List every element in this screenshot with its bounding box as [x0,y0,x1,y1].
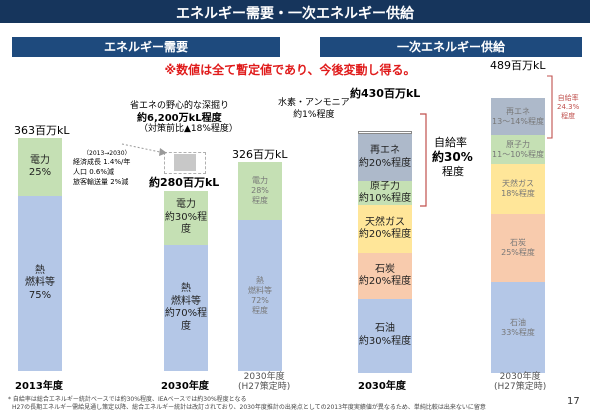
bar-segment-electricity: 電力 25% [18,138,62,197]
bar-segment-coal: 石炭 25%程度 [491,213,545,283]
total-label: 326百万kL [232,148,288,161]
bar-segment-oil: 石油 約30%程度 [358,298,412,373]
self-sufficiency-label: 自給率 [434,136,467,149]
self-sufficiency-h27: 自給率 24.3% 程度 [557,94,580,120]
total-label: 489百万kL [490,59,546,72]
self-sufficiency-suffix: 程度 [442,165,464,178]
savings-title: 省エネの野心的な深掘り [130,101,230,111]
category-label: 2030年度 (H27策定時) [494,372,547,392]
category-label: 2030年度 [358,381,406,392]
header-bar: エネルギー需要・一次エネルギー供給 [0,0,590,23]
category-label: 2030年度 [161,381,209,392]
total-label: 363百万kL [14,124,70,137]
savings-arrow [121,143,167,156]
bar-segment-hydrogen-ammonia [358,131,412,134]
total-label: 約280百万kL [149,176,220,189]
growth-period: （2013→2030） [83,150,131,157]
bar-segment-heat-fuel: 熱 燃料等 約70%程度 [164,245,208,371]
savings-ghost-bar [164,152,206,174]
total-label: 約430百万kL [350,87,421,100]
bar-segment-electricity: 電力 約30%程度 [164,191,208,246]
category-label: 2030年度 (H27策定時) [238,372,291,392]
savings-note: （対策前比▲18%程度） [139,124,238,134]
growth-line: 旅客輸送量 2%減 [73,178,129,186]
category-label: 2013年度 [15,381,63,392]
page-number: 17 [567,396,580,407]
growth-line: 経済成長 1.4%/年 [73,158,131,166]
savings-value: 約6,200万kL程度 [137,113,222,124]
bar-segment-renewable: 再エネ 約20%程度 [358,133,412,182]
bar-segment-heat-fuel: 熱 燃料等 72% 程度 [238,220,282,371]
self-sufficiency-bracket-h27 [547,75,553,139]
self-sufficiency-bracket [420,113,427,207]
bar-segment-renewable: 再エネ 13～14%程度 [491,98,545,136]
bar-segment-heat-fuel: 熱 燃料等 75% [18,196,62,371]
bar-segment-electricity: 電力 28% 程度 [238,161,282,221]
bar-segment-natural-gas: 天然ガス 18%程度 [491,164,545,214]
hydrogen-label: 水素・アンモニア 約1%程度 [278,98,350,120]
bar-segment-nuclear: 原子力 約10%程度 [358,180,412,206]
bar-segment-oil: 石油 33%程度 [491,282,545,373]
bar-segment-coal: 石炭 約20%程度 [358,253,412,299]
footnote: H27の長期エネルギー需給見通し策定以降、総合エネルギー統計は改訂されており、2… [12,404,486,411]
warning-note: ※数値は全て暫定値であり、今後変動し得る。 [164,63,416,77]
growth-line: 人口 0.6%減 [73,168,115,176]
section-demand: エネルギー需要 [12,37,280,57]
section-supply: 一次エネルギー供給 [320,37,582,57]
page-title: エネルギー需要・一次エネルギー供給 [176,6,414,22]
bar-segment-nuclear: 原子力 11～10%程度 [491,135,545,164]
bar-segment-natural-gas: 天然ガス 約20%程度 [358,205,412,254]
self-sufficiency-value: 約30% [432,150,473,164]
savings-ghost-fill [174,154,196,171]
footnote: * 自給率は総合エネルギー統計ベースでは約30%程度、IEAベースでは約30%程… [8,396,247,403]
